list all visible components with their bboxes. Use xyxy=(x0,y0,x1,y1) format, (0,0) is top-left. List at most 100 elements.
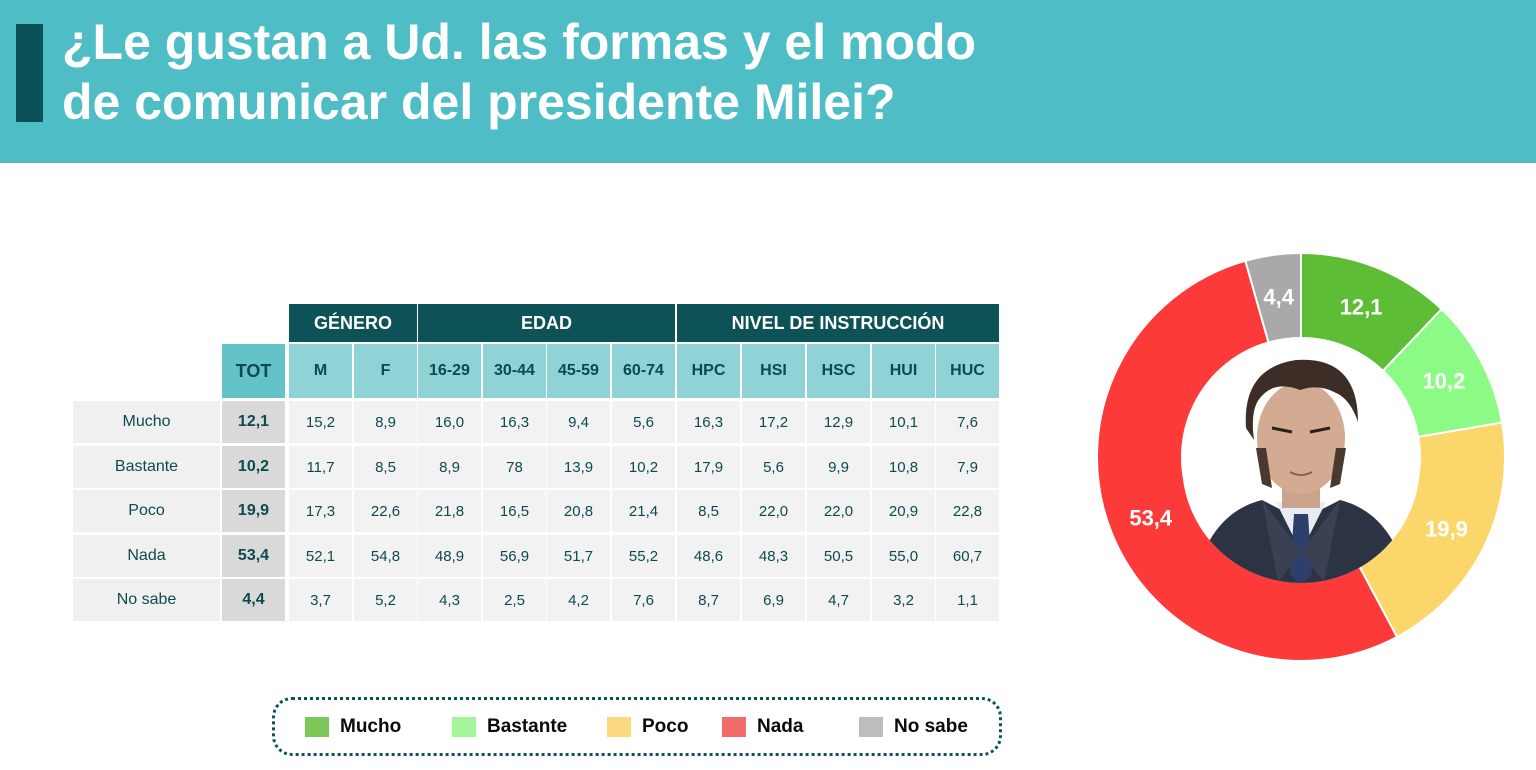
table-cell: 52,1 xyxy=(289,535,352,577)
table-cell: 54,8 xyxy=(354,535,417,577)
table-cell: 5,2 xyxy=(354,579,417,621)
row-label: Nada xyxy=(73,535,220,577)
table-cell: 12,9 xyxy=(807,401,870,443)
legend: Mucho Bastante Poco Nada No sabe xyxy=(272,697,1002,756)
column-header: HUI xyxy=(872,344,935,398)
table-cell: 8,5 xyxy=(354,446,417,488)
column-header: HUC xyxy=(936,344,999,398)
table-cell: 22,6 xyxy=(354,490,417,532)
table-cell: 16,3 xyxy=(483,401,546,443)
row-label: Bastante xyxy=(73,446,220,488)
legend-swatch xyxy=(607,716,631,737)
legend-label: Poco xyxy=(642,715,689,737)
page-title-line-1: ¿Le gustan a Ud. las formas y el modo xyxy=(62,14,977,70)
table-cell: 17,2 xyxy=(742,401,805,443)
column-header: 16-29 xyxy=(418,344,481,398)
table-cell: 3,7 xyxy=(289,579,352,621)
column-header: M xyxy=(289,344,352,398)
row-label: Mucho xyxy=(73,401,220,443)
column-header: F xyxy=(354,344,417,398)
legend-label: Nada xyxy=(757,715,804,737)
column-header: 60-74 xyxy=(612,344,675,398)
legend-swatch xyxy=(452,716,476,737)
donut-slice-label: 19,9 xyxy=(1425,516,1468,541)
table-cell: 22,0 xyxy=(742,490,805,532)
table-cell: 2,5 xyxy=(483,579,546,621)
column-header: TOT xyxy=(222,344,285,398)
column-header: HPC xyxy=(677,344,740,398)
column-header: HSC xyxy=(807,344,870,398)
table-cell: 8,7 xyxy=(677,579,740,621)
donut-slice-label: 53,4 xyxy=(1129,506,1173,531)
table-cell: 22,0 xyxy=(807,490,870,532)
table-cell: 48,9 xyxy=(418,535,481,577)
table-cell: 9,4 xyxy=(547,401,610,443)
table-cell: 13,9 xyxy=(547,446,610,488)
group-header: NIVEL DE INSTRUCCIÓN xyxy=(677,304,999,342)
table-cell: 78 xyxy=(483,446,546,488)
table-cell: 7,6 xyxy=(936,401,999,443)
total-cell: 12,1 xyxy=(222,401,285,443)
legend-label: No sabe xyxy=(894,715,968,737)
table-cell: 48,3 xyxy=(742,535,805,577)
table-cell: 7,6 xyxy=(612,579,675,621)
donut-slice-label: 10,2 xyxy=(1423,369,1466,394)
table-cell: 1,1 xyxy=(936,579,999,621)
legend-item: Mucho xyxy=(305,700,401,753)
table-cell: 4,2 xyxy=(547,579,610,621)
table-cell: 8,9 xyxy=(354,401,417,443)
table-cell: 10,2 xyxy=(612,446,675,488)
donut-slice-label: 4,4 xyxy=(1263,285,1294,310)
donut-slice-label: 12,1 xyxy=(1340,295,1383,320)
total-cell: 53,4 xyxy=(222,535,285,577)
table-cell: 16,3 xyxy=(677,401,740,443)
legend-item: Poco xyxy=(607,700,688,753)
table-cell: 5,6 xyxy=(742,446,805,488)
table-cell: 20,8 xyxy=(547,490,610,532)
column-header: 45-59 xyxy=(547,344,610,398)
table-cell: 55,0 xyxy=(872,535,935,577)
table-cell: 16,5 xyxy=(483,490,546,532)
legend-item: Bastante xyxy=(452,700,567,753)
table-cell: 17,9 xyxy=(677,446,740,488)
row-label: Poco xyxy=(73,490,220,532)
table-cell: 48,6 xyxy=(677,535,740,577)
legend-swatch xyxy=(305,716,329,737)
donut-slice-no-sabe xyxy=(1244,252,1302,344)
table-cell: 56,9 xyxy=(483,535,546,577)
table-cell: 22,8 xyxy=(936,490,999,532)
table-cell: 11,7 xyxy=(289,446,352,488)
table-cell: 21,4 xyxy=(612,490,675,532)
table-cell: 21,8 xyxy=(418,490,481,532)
table-cell: 7,9 xyxy=(936,446,999,488)
table-cell: 5,6 xyxy=(612,401,675,443)
table-cell: 50,5 xyxy=(807,535,870,577)
table-cell: 15,2 xyxy=(289,401,352,443)
table-cell: 51,7 xyxy=(547,535,610,577)
table-cell: 9,9 xyxy=(807,446,870,488)
header-accent-bar xyxy=(16,24,43,122)
total-cell: 10,2 xyxy=(222,446,285,488)
legend-label: Bastante xyxy=(487,715,568,737)
row-label: No sabe xyxy=(73,579,220,621)
page-title-line-2: de comunicar del presidente Milei? xyxy=(62,74,896,130)
column-header: 30-44 xyxy=(483,344,546,398)
table-cell: 55,2 xyxy=(612,535,675,577)
legend-swatch xyxy=(722,716,746,737)
column-header: HSI xyxy=(742,344,805,398)
legend-item: Nada xyxy=(722,700,803,753)
total-cell: 4,4 xyxy=(222,579,285,621)
page-title: ¿Le gustan a Ud. las formas y el modo de… xyxy=(62,12,1162,132)
legend-item: No sabe xyxy=(859,700,968,753)
group-header: EDAD xyxy=(418,304,675,342)
portrait-photo xyxy=(1182,345,1420,583)
table-cell: 16,0 xyxy=(418,401,481,443)
total-cell: 19,9 xyxy=(222,490,285,532)
table-cell: 8,5 xyxy=(677,490,740,532)
table-cell: 17,3 xyxy=(289,490,352,532)
header-banner: ¿Le gustan a Ud. las formas y el modo de… xyxy=(0,0,1536,163)
table-cell: 3,2 xyxy=(872,579,935,621)
table-cell: 8,9 xyxy=(418,446,481,488)
table-cell: 60,7 xyxy=(936,535,999,577)
table-cell: 4,3 xyxy=(418,579,481,621)
